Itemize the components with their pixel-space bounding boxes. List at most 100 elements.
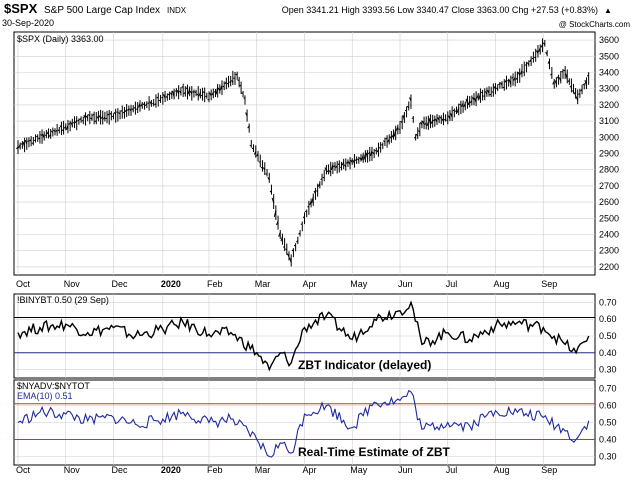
- price-open-tick: [406, 105, 410, 109]
- x-tick-label: Sep: [541, 465, 557, 475]
- price-open-tick: [136, 108, 138, 110]
- price-open-tick: [247, 125, 250, 129]
- x-tick-label: Aug: [494, 279, 510, 289]
- x-tick-label: Feb: [207, 465, 223, 475]
- price-open-tick: [107, 113, 110, 116]
- price-open-tick: [549, 73, 553, 76]
- y-tick-label: 2500: [599, 213, 619, 223]
- price-open-tick: [391, 134, 394, 138]
- rt-legend-ratio: $NYADV:$NYTOT: [17, 381, 90, 391]
- price-open-tick: [24, 140, 28, 145]
- y-tick-label: 0.70: [599, 384, 617, 394]
- price-open-tick: [500, 82, 503, 86]
- price-open-tick: [467, 100, 471, 106]
- zbt-legend: !BINYBT 0.50 (29 Sep): [17, 295, 109, 305]
- price-open-tick: [79, 118, 82, 121]
- y-tick-label: 2800: [599, 165, 619, 175]
- price-open-tick: [142, 102, 145, 106]
- price-open-tick: [383, 140, 386, 143]
- price-open-tick: [291, 249, 294, 252]
- price-open-tick: [163, 94, 166, 99]
- x-tick-label: Jun: [398, 279, 413, 289]
- price-open-tick: [478, 93, 481, 100]
- y-tick-label: 2600: [599, 197, 619, 207]
- x-tick-label: Jun: [398, 465, 413, 475]
- price-open-tick: [118, 112, 121, 115]
- price-open-tick: [65, 125, 69, 130]
- price-open-tick: [463, 103, 466, 108]
- price-open-tick: [571, 90, 574, 92]
- price-open-tick: [354, 158, 358, 162]
- price-open-tick: [165, 95, 168, 98]
- price-open-tick: [158, 99, 161, 102]
- price-open-tick: [215, 86, 219, 95]
- price-open-tick: [100, 116, 104, 119]
- y-tick-label: 3200: [599, 100, 619, 110]
- price-open-tick: [85, 115, 89, 119]
- y-tick-label: 0.50: [599, 331, 617, 341]
- price-open-tick: [81, 119, 84, 122]
- x-tick-label: Nov: [64, 279, 81, 289]
- x-tick-label: Aug: [494, 465, 510, 475]
- price-open-tick: [113, 112, 117, 115]
- price-open-tick: [38, 137, 41, 140]
- price-open-tick: [183, 91, 186, 95]
- price-open-tick: [536, 50, 539, 54]
- price-open-tick: [120, 110, 123, 112]
- price-open-tick: [328, 170, 332, 173]
- x-tick-label: Jul: [446, 279, 458, 289]
- price-open-tick: [526, 62, 530, 66]
- price-open-tick: [330, 164, 334, 171]
- price-open-tick: [376, 149, 379, 153]
- price-open-tick: [53, 129, 56, 132]
- price-open-tick: [346, 161, 349, 164]
- series-layer: [16, 38, 590, 458]
- rt-legend-ema: EMA(10) 0.51: [17, 391, 73, 401]
- price-open-tick: [96, 116, 99, 119]
- price-open-tick: [224, 81, 227, 85]
- price-open-tick: [131, 108, 134, 111]
- y-tick-label: 0.40: [599, 348, 617, 358]
- price-open-tick: [428, 117, 432, 125]
- y-tick-label: 0.60: [599, 401, 617, 411]
- price-open-tick: [289, 257, 292, 263]
- price-open-tick: [474, 97, 477, 103]
- price-open-tick: [317, 183, 321, 187]
- price-open-tick: [51, 130, 54, 133]
- price-open-tick: [198, 92, 201, 97]
- y-tick-label: 3300: [599, 84, 619, 94]
- price-open-tick: [48, 134, 52, 137]
- price-open-tick: [547, 60, 550, 64]
- ohlc-summary: Open 3341.21 High 3393.56 Low 3340.47 Cl…: [282, 5, 598, 15]
- price-open-tick: [87, 114, 91, 117]
- price-open-tick: [217, 87, 221, 92]
- price-open-tick: [545, 51, 548, 55]
- price-open-tick: [400, 120, 403, 124]
- price-open-tick: [46, 130, 49, 135]
- price-open-tick: [374, 149, 377, 152]
- price-open-tick: [352, 159, 355, 164]
- reference-lines: [14, 317, 595, 440]
- price-open-tick: [324, 167, 327, 172]
- y-tick-label: 3500: [599, 51, 619, 61]
- price-open-tick: [450, 113, 453, 118]
- x-tick-label: Jul: [446, 465, 458, 475]
- exchange: INDX: [167, 6, 187, 15]
- price-open-tick: [209, 92, 212, 97]
- price-open-tick: [83, 114, 86, 120]
- price-open-tick: [480, 91, 483, 94]
- y-tick-label: 2300: [599, 246, 619, 256]
- price-open-tick: [29, 139, 32, 142]
- price-open-tick: [245, 112, 248, 117]
- y-tick-label: 0.70: [599, 297, 617, 307]
- watermark: @ StockCharts.com: [559, 20, 631, 29]
- axis-labels: Oct Oct Nov Nov Dec Dec 2020 2020 Feb Feb Mar Mar Ap…: [16, 35, 619, 475]
- price-open-tick: [419, 121, 423, 126]
- price-open-tick: [584, 79, 587, 87]
- price-open-tick: [335, 165, 338, 168]
- price-open-tick: [395, 126, 399, 131]
- price-open-tick: [520, 70, 523, 75]
- x-tick-label: Apr: [303, 279, 317, 289]
- price-open-tick: [529, 59, 532, 63]
- price-open-tick: [495, 87, 499, 90]
